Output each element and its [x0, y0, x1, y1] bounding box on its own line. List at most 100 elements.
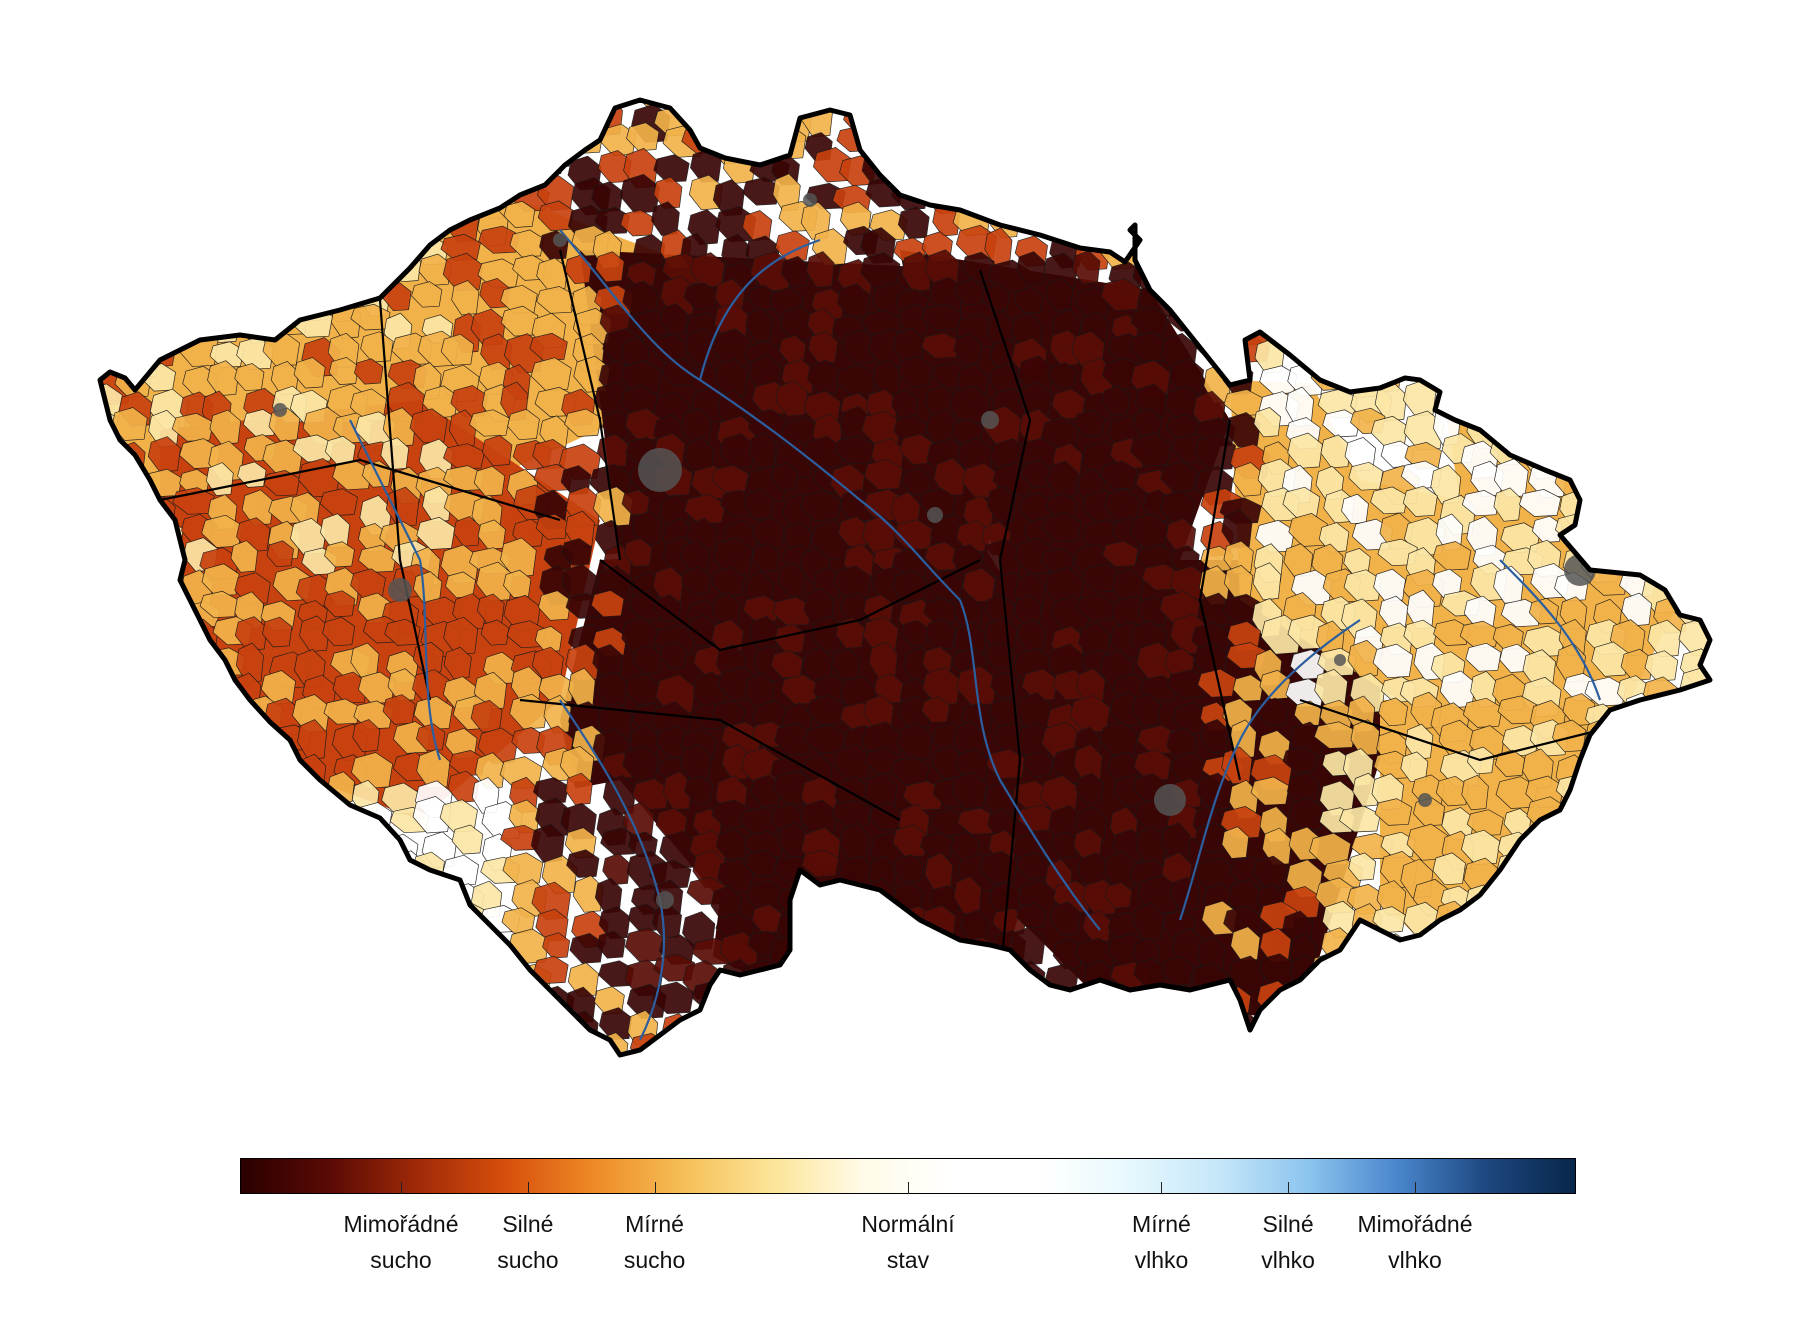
- subbasin: [294, 936, 322, 970]
- subbasin: [1652, 155, 1694, 195]
- subbasin: [1381, 331, 1414, 363]
- subbasin: [1549, 230, 1587, 260]
- subbasin: [1104, 881, 1133, 909]
- subbasin: [417, 904, 460, 936]
- subbasin: [1372, 276, 1406, 309]
- subbasin: [100, 148, 114, 178]
- subbasin: [740, 130, 782, 159]
- subbasin: [1348, 201, 1379, 231]
- subbasin: [296, 858, 334, 896]
- subbasin: [1557, 311, 1589, 343]
- subbasin: [1161, 955, 1194, 986]
- subbasin: [923, 597, 958, 625]
- subbasin: [799, 987, 840, 1016]
- subbasin: [1530, 176, 1561, 217]
- subbasin: [380, 128, 413, 156]
- subbasin: [1682, 570, 1710, 607]
- subbasin: [1675, 341, 1710, 368]
- subbasin: [503, 569, 532, 598]
- subbasin: [1352, 105, 1389, 137]
- subbasin: [1701, 725, 1710, 762]
- subbasin: [955, 748, 990, 781]
- subbasin: [301, 953, 341, 983]
- subbasin: [841, 329, 877, 364]
- subbasin: [743, 830, 785, 858]
- subbasin: [146, 131, 181, 165]
- district-border: [558, 249, 622, 561]
- subbasin: [290, 981, 332, 1019]
- subbasin: [100, 904, 126, 942]
- subbasin: [1501, 330, 1533, 367]
- subbasin: [1588, 1030, 1619, 1055]
- river: [559, 699, 665, 1041]
- subbasin: [1675, 382, 1710, 419]
- subbasin: [1524, 958, 1554, 988]
- subbasin: [1440, 226, 1471, 267]
- subbasin: [1339, 805, 1381, 833]
- subbasin: [1219, 126, 1259, 154]
- subbasin: [1040, 100, 1072, 114]
- subbasin: [1709, 747, 1710, 776]
- subbasin: [1462, 253, 1494, 290]
- subbasin: [230, 907, 264, 944]
- subbasin: [1339, 340, 1376, 372]
- subbasin: [897, 355, 933, 388]
- subbasin: [449, 1069, 476, 1096]
- subbasin: [1712, 590, 1743, 620]
- legend-label-line1: Normální: [861, 1211, 955, 1237]
- subbasin: [620, 359, 663, 395]
- subbasin: [1381, 152, 1421, 183]
- subbasin: [230, 1004, 273, 1044]
- subbasin: [1620, 278, 1656, 308]
- city-marker: [638, 448, 682, 492]
- subbasin: [230, 743, 272, 783]
- subbasin: [1674, 697, 1710, 737]
- subbasin: [322, 616, 356, 647]
- legend-tick-extreme-drought: [400, 1182, 402, 1194]
- subbasin: [745, 1059, 783, 1094]
- subbasin: [662, 771, 693, 811]
- subbasin: [1461, 490, 1500, 517]
- subbasin: [1702, 519, 1710, 550]
- subbasin: [1619, 308, 1658, 347]
- subbasin: [1677, 958, 1710, 992]
- subbasin: [177, 980, 206, 1014]
- subbasin: [1464, 900, 1494, 937]
- subbasin: [862, 616, 899, 653]
- subbasin: [1588, 100, 1620, 105]
- subbasin: [206, 703, 236, 735]
- subbasin: [986, 1014, 1028, 1051]
- subbasin: [1312, 100, 1342, 106]
- subbasin: [50, 419, 92, 447]
- subbasin: [1490, 361, 1520, 391]
- subbasin: [1670, 199, 1704, 227]
- subbasin: [1588, 753, 1618, 780]
- subbasin: [392, 955, 432, 986]
- subbasin: [100, 771, 112, 806]
- subbasin: [234, 100, 268, 129]
- subbasin: [1552, 931, 1581, 968]
- subbasin: [100, 515, 134, 555]
- subbasin: [1702, 305, 1710, 333]
- subbasin: [416, 723, 446, 752]
- subbasin: [715, 828, 748, 861]
- subbasin: [1501, 384, 1539, 411]
- subbasin: [322, 825, 362, 863]
- subbasin: [57, 1067, 97, 1101]
- subbasin: [1196, 130, 1235, 165]
- subbasin: [1259, 281, 1296, 308]
- subbasin: [300, 122, 341, 162]
- subbasin: [1709, 873, 1710, 914]
- subbasin: [201, 883, 231, 918]
- subbasin: [1643, 306, 1682, 340]
- subbasin: [417, 1068, 444, 1096]
- subbasin: [1589, 331, 1628, 363]
- subbasin: [451, 927, 492, 963]
- subbasin: [631, 511, 663, 546]
- subbasin: [684, 775, 714, 805]
- subbasin: [1226, 100, 1263, 115]
- subbasin: [1679, 174, 1710, 213]
- subbasin: [1250, 776, 1290, 806]
- subbasin: [100, 832, 120, 873]
- subbasin: [653, 154, 690, 183]
